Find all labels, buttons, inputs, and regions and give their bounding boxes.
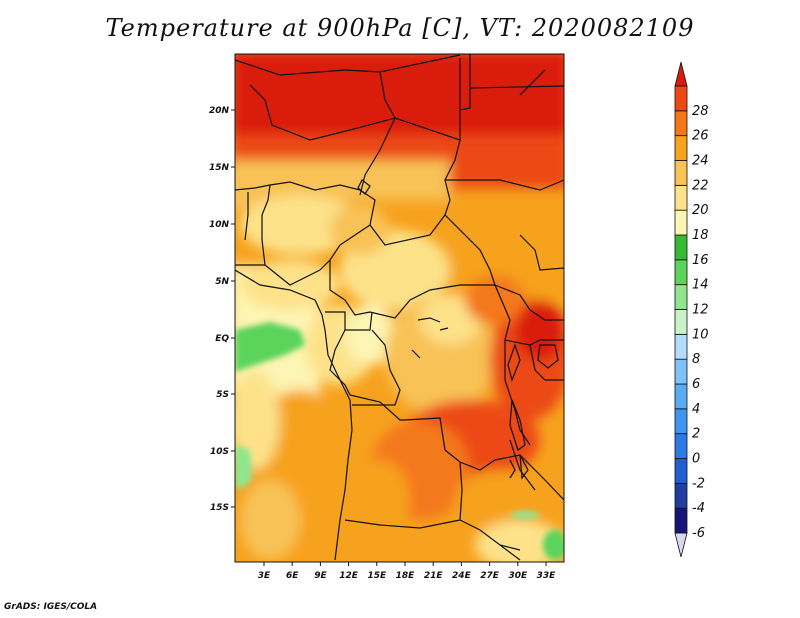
lon-tick-label: 24E — [452, 571, 472, 581]
colorbar-label: 18 — [692, 228, 709, 243]
lon-tick-label: 33E — [537, 571, 557, 581]
lat-tick-label: 15S — [210, 503, 229, 513]
colorbar-label: 24 — [692, 154, 709, 169]
lat-tick-label: 20N — [209, 106, 230, 116]
colorbar-label: -6 — [692, 526, 705, 541]
colorbar-label: 28 — [692, 104, 709, 119]
colorbar-label: 20 — [692, 203, 709, 218]
colorbar-box — [674, 85, 688, 112]
colorbar-label: 12 — [692, 303, 709, 318]
lat-tick-label: EQ — [215, 334, 229, 344]
colorbar-box — [674, 135, 688, 161]
colorbar-label: 16 — [692, 253, 709, 268]
lon-tick-label: 3E — [258, 571, 271, 581]
colorbar-box — [674, 358, 688, 385]
colorbar-label: 4 — [692, 402, 700, 417]
colorbar-label: 10 — [692, 327, 709, 342]
lon-tick-label: 30E — [508, 571, 528, 581]
lat-tick-label: 15N — [209, 163, 230, 173]
colorbar-label: 2 — [692, 427, 700, 442]
lat-tick-label: 10N — [209, 220, 230, 230]
colorbar-box — [674, 408, 688, 435]
colorbar-box — [674, 433, 688, 459]
colorbar-label: -4 — [692, 501, 705, 516]
country-borders — [235, 54, 564, 561]
colorbar-box — [674, 458, 688, 484]
temperature-field — [235, 54, 564, 562]
colorbar-arrow-low — [674, 532, 688, 558]
lon-tick-label: 6E — [286, 571, 299, 581]
colorbar-box — [674, 184, 688, 211]
colorbar-label: -2 — [692, 476, 705, 491]
colorbar-box — [674, 160, 688, 186]
colorbar-box — [674, 482, 688, 509]
longitude-axis: 3E 6E 9E 12E 15E 18E 21E 24E 27E 30E 33E — [258, 562, 556, 581]
colorbar-label: 0 — [692, 452, 700, 467]
colorbar-box — [674, 383, 688, 410]
colorbar-box — [674, 333, 688, 360]
lon-tick-label: 18E — [396, 571, 416, 581]
colorbar-arrow-high — [674, 61, 688, 87]
latitude-axis: 20N 15N 10N 5N EQ 5S 10S 15S — [209, 106, 235, 513]
colorbar-label: 26 — [692, 129, 709, 144]
footer-credit: GrADS: IGES/COLA — [4, 602, 98, 612]
lon-tick-label: 9E — [314, 571, 327, 581]
lat-tick-label: 5N — [215, 277, 229, 287]
colorbar-box — [674, 110, 688, 137]
lon-tick-label: 15E — [367, 571, 387, 581]
lon-tick-label: 27E — [480, 571, 500, 581]
colorbar-box — [674, 209, 688, 236]
map-frame — [234, 53, 565, 563]
colorbar-box — [674, 234, 688, 261]
lat-tick-label: 5S — [216, 390, 229, 400]
colorbar-box — [674, 309, 688, 335]
colorbar-label: 22 — [692, 178, 709, 193]
lon-tick-label: 12E — [339, 571, 359, 581]
colorbar-box — [674, 259, 688, 286]
lat-tick-label: 10S — [210, 447, 229, 457]
map-title: Temperature at 900hPa [C], VT: 202008210… — [105, 14, 695, 42]
colorbar-box — [674, 507, 688, 534]
colorbar-label: 6 — [692, 377, 700, 392]
colorbar-label: 8 — [692, 352, 700, 367]
colorbar-box — [674, 284, 688, 310]
colorbar-label: 14 — [692, 278, 709, 293]
lon-tick-label: 21E — [424, 571, 444, 581]
